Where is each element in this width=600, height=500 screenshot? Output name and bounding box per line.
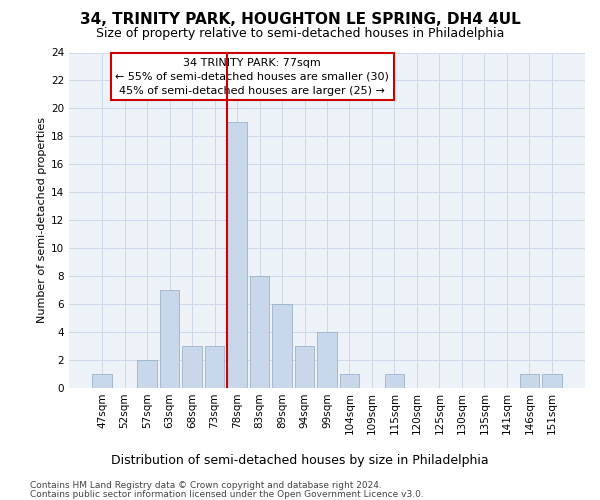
Bar (385, 374, 404, 388)
Bar (205, 346, 224, 388)
Text: 34 TRINITY PARK: 77sqm
← 55% of semi-detached houses are smaller (30)
45% of sem: 34 TRINITY PARK: 77sqm ← 55% of semi-det… (115, 58, 389, 96)
Bar (182, 346, 202, 388)
Bar (160, 290, 179, 388)
Bar (137, 360, 157, 388)
Text: 34, TRINITY PARK, HOUGHTON LE SPRING, DH4 4UL: 34, TRINITY PARK, HOUGHTON LE SPRING, DH… (80, 12, 520, 28)
Bar (542, 374, 562, 388)
Bar (317, 332, 337, 388)
Bar (250, 276, 269, 388)
Text: Size of property relative to semi-detached houses in Philadelphia: Size of property relative to semi-detach… (96, 28, 504, 40)
Bar (340, 374, 359, 388)
Text: Distribution of semi-detached houses by size in Philadelphia: Distribution of semi-detached houses by … (111, 454, 489, 467)
Bar (295, 346, 314, 388)
Bar (272, 304, 292, 388)
Y-axis label: Number of semi-detached properties: Number of semi-detached properties (37, 117, 47, 323)
Bar (227, 122, 247, 388)
Bar (92, 374, 112, 388)
Text: Contains HM Land Registry data © Crown copyright and database right 2024.: Contains HM Land Registry data © Crown c… (30, 481, 382, 490)
Bar (520, 374, 539, 388)
Text: Contains public sector information licensed under the Open Government Licence v3: Contains public sector information licen… (30, 490, 424, 499)
